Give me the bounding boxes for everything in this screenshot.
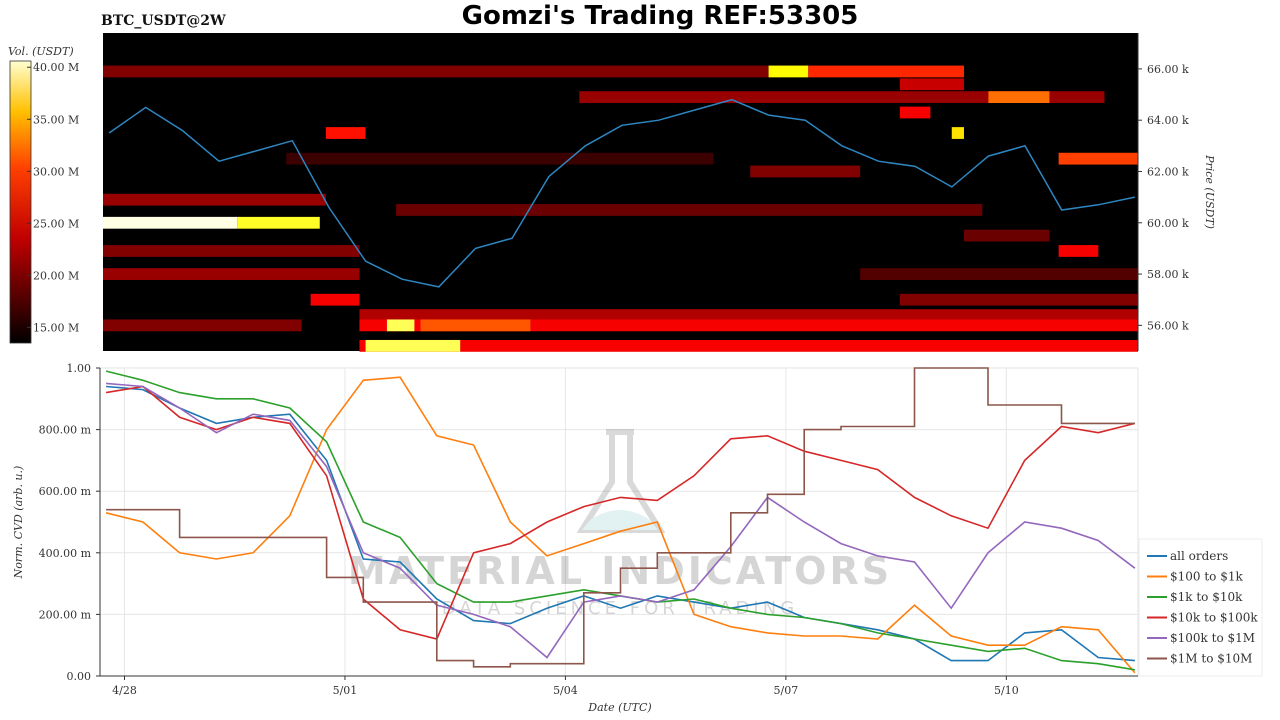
legend-entry: all orders <box>1170 549 1228 563</box>
legend-entry: $100k to $1M <box>1170 631 1255 645</box>
cvd-y-tick-label: 600.00 m <box>39 485 92 498</box>
heatmap-cell <box>237 216 320 229</box>
heatmap-cell <box>103 245 360 257</box>
cvd-y-tick-label: 1.00 <box>67 362 92 375</box>
symbol-label: BTC_USDT@2W <box>101 13 226 29</box>
heatmap-cell <box>750 165 861 178</box>
cvd-y-tick-label: 400.00 m <box>39 547 92 560</box>
heatmap-panel: 66.00 k 64.00 k 62.00 k 60.00 k 58.00 k 56.00… <box>103 33 1216 352</box>
heatmap-cell <box>899 293 1138 306</box>
price-tick-label: 64.00 k <box>1147 114 1189 127</box>
price-tick-label: 56.00 k <box>1147 319 1189 332</box>
heatmap-cell <box>1058 245 1099 257</box>
cvd-x-tick-label: 5/04 <box>553 684 578 697</box>
price-axis: 66.00 k 64.00 k 62.00 k 60.00 k 58.00 k 56.00… <box>1137 33 1189 351</box>
cvd-lines <box>105 367 1136 674</box>
heatmap-cell <box>103 193 326 206</box>
cvd-y-tick-label: 0.00 <box>67 670 92 683</box>
colorbar-gradient <box>9 60 32 344</box>
series-line <box>105 385 1136 640</box>
heatmap-cell <box>310 293 360 306</box>
price-tick-label: 66.00 k <box>1147 63 1189 76</box>
heatmap-bands <box>103 65 1138 352</box>
heatmap-cell <box>386 319 415 332</box>
heatmap-cell <box>899 78 964 91</box>
series-line <box>106 385 1135 662</box>
legend: all orders $100 to $1k $1k to $10k $10k to … <box>1138 538 1263 677</box>
price-axis-label: Price (USDT) <box>1203 154 1216 229</box>
price-tick-label: 62.00 k <box>1147 165 1189 178</box>
colorbar-label: Vol. (USDT) <box>8 45 74 58</box>
heatmap-cell <box>103 65 769 78</box>
cvd-x-tick-label: 4/28 <box>112 684 137 697</box>
heatmap-cell <box>103 216 238 229</box>
heatmap-cell <box>860 268 1138 280</box>
price-tick-label: 58.00 k <box>1147 268 1189 281</box>
cvd-x-tick-label: 5/01 <box>333 684 358 697</box>
colorbar-tick-label: 30.00 M <box>33 165 79 178</box>
chart-title: Gomzi's Trading REF:53305 <box>462 1 859 31</box>
heatmap-cell <box>286 152 714 165</box>
heatmap-cell <box>768 65 809 78</box>
cvd-plot-area <box>99 367 1139 677</box>
series-line <box>106 367 1135 668</box>
heatmap-cell <box>1058 152 1138 165</box>
cvd-x-tick-label: 5/10 <box>994 684 1019 697</box>
heatmap-cell <box>963 229 1050 242</box>
legend-entry: $1k to $10k <box>1170 590 1243 604</box>
heatmap-cell <box>103 319 302 332</box>
cvd-y-tick-label: 800.00 m <box>39 424 92 437</box>
cvd-y-axis-label: Norm. CVD (arb. u.) <box>12 466 25 580</box>
colorbar: Vol. (USDT) 40.00 M 35.00 M 30.00 M 25.00 M… <box>8 45 79 344</box>
heatmap-cell <box>988 91 1050 104</box>
heatmap-cell <box>396 204 983 216</box>
watermark: MATERIAL INDICATORS DATA SCIENCE FOR TRA… <box>348 429 892 619</box>
heatmap-cell <box>420 319 531 332</box>
cvd-x-axis-label: Date (UTC) <box>587 701 651 714</box>
svg-text:MATERIAL INDICATORS: MATERIAL INDICATORS <box>348 549 892 593</box>
heatmap-cell <box>899 106 931 119</box>
colorbar-tick-label: 40.00 M <box>33 61 79 74</box>
cvd-panel: MATERIAL INDICATORS DATA SCIENCE FOR TRA… <box>12 362 1263 714</box>
price-tick-label: 60.00 k <box>1147 217 1189 230</box>
heatmap-cell <box>579 91 1105 104</box>
colorbar-tick-label: 20.00 M <box>33 269 79 282</box>
svg-text:DATA SCIENCE FOR TRADING: DATA SCIENCE FOR TRADING <box>442 598 798 619</box>
heatmap-cell <box>359 319 1138 332</box>
series-line <box>105 376 1136 674</box>
heatmap-cell <box>325 127 366 139</box>
heatmap-cell <box>103 268 360 280</box>
colorbar-tick-label: 25.00 M <box>33 217 79 230</box>
heatmap-cell <box>359 339 1138 352</box>
cvd-x-tick-label: 5/07 <box>774 684 799 697</box>
price-line <box>108 98 1136 288</box>
series-line <box>106 382 1136 659</box>
cvd-axes: 1.00 800.00 m 600.00 m 400.00 m 200.00 m 0.00… <box>39 362 1138 697</box>
legend-entry: $10k to $100k <box>1170 611 1258 625</box>
legend-entry: $100 to $1k <box>1170 570 1243 584</box>
heatmap-cell <box>359 309 1138 321</box>
heatmap-cell <box>365 339 461 352</box>
legend-entry: $1M to $10M <box>1170 652 1252 666</box>
heatmap-cell <box>808 65 964 78</box>
colorbar-tick-label: 35.00 M <box>33 113 79 126</box>
heatmap-cell <box>951 127 964 139</box>
cvd-y-tick-label: 200.00 m <box>39 608 92 621</box>
colorbar-tick-label: 15.00 M <box>33 321 79 334</box>
